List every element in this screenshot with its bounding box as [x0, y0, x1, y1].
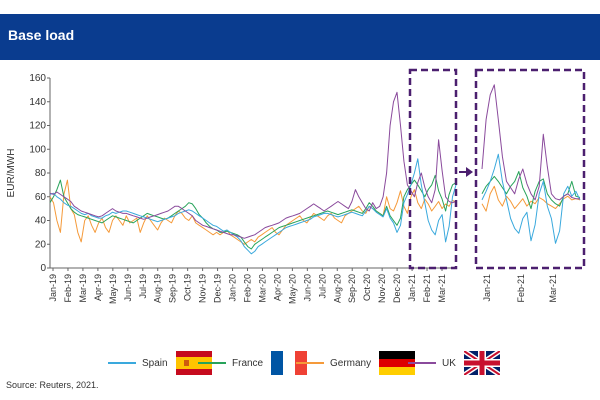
- series-line-uk: [49, 91, 457, 239]
- y-tick-label: 140: [29, 97, 46, 108]
- x-tick-label: Dec-20: [392, 274, 402, 303]
- zoom-box: [474, 68, 586, 270]
- chart: 0 20 40 60 80 100 120 140 160 EUR/MWH Jan-19 Feb-19…: [6, 68, 586, 304]
- x-tick-label: Nov-20: [377, 274, 387, 303]
- spain-flag-icon: [175, 351, 212, 375]
- legend-swatch: [408, 362, 436, 364]
- x-tick-label: Jul-20: [317, 274, 327, 299]
- y-tick-label: 80: [35, 168, 47, 179]
- legend-item-germany: Germany: [296, 350, 416, 376]
- x-tick-label: Jan-19: [48, 274, 58, 302]
- page-title: Base load: [8, 27, 75, 43]
- zoom-x-tick-label: Mar-21: [548, 274, 558, 303]
- x-tick-label: Oct-19: [183, 274, 193, 301]
- legend-label: UK: [442, 357, 456, 369]
- legend-label: Germany: [330, 357, 372, 369]
- x-tick-label: Mar-20: [257, 274, 267, 303]
- x-tick-label: May-19: [108, 274, 118, 304]
- y-tick-label: 40: [35, 216, 47, 227]
- x-tick-label: Dec-19: [213, 274, 223, 303]
- legend-label: Spain: [142, 357, 168, 369]
- uk-flag-icon: [463, 351, 500, 375]
- y-tick-label: 20: [35, 239, 47, 250]
- x-tick-label: Jul-19: [138, 274, 148, 299]
- highlight-box: [408, 68, 458, 270]
- legend-swatch: [108, 362, 136, 364]
- x-tick-label: Apr-20: [272, 274, 282, 301]
- x-tick-label: Sep-20: [347, 274, 357, 303]
- series-line-spain: [49, 158, 457, 255]
- y-axis-label: EUR/MWH: [6, 149, 17, 198]
- x-tick-label: Feb-20: [243, 274, 253, 303]
- legend-label: France: [232, 357, 264, 369]
- y-tick-label: 160: [29, 73, 46, 84]
- legend-swatch: [296, 362, 324, 364]
- x-tick-label: Sep-19: [168, 274, 178, 303]
- x-tick-label: Mar-21: [437, 274, 447, 303]
- x-tick-label: Jun-20: [302, 274, 312, 302]
- zoom-series-line-spain: [481, 153, 581, 244]
- x-tick-label: Jun-19: [123, 274, 133, 302]
- source-note: Source: Reuters, 2021.: [6, 380, 99, 390]
- zoom-x-tick-label: Feb-21: [516, 274, 526, 303]
- x-tick-label: Feb-21: [422, 274, 432, 303]
- x-tick-label: May-20: [287, 274, 297, 304]
- zoom-series-line-uk: [481, 84, 580, 201]
- series-line-germany: [49, 179, 457, 245]
- x-tick-label: Apr-19: [93, 274, 103, 301]
- legend: Spain France Germany UK: [0, 350, 600, 376]
- x-tick-label: Mar-19: [78, 274, 88, 303]
- arrow-head: [466, 167, 473, 177]
- series-line-france: [49, 174, 457, 250]
- x-tick-label: Feb-19: [63, 274, 73, 303]
- x-tick-label: Jan-21: [407, 274, 417, 302]
- y-tick-label: 100: [29, 144, 46, 155]
- x-tick-label: Oct-20: [362, 274, 372, 301]
- legend-swatch: [198, 362, 226, 364]
- y-tick-label: 0: [40, 263, 46, 274]
- x-tick-label: Aug-19: [153, 274, 163, 303]
- y-tick-label: 120: [29, 121, 46, 132]
- y-tick-label: 60: [35, 192, 47, 203]
- legend-item-spain: Spain: [108, 350, 212, 376]
- germany-flag-icon: [379, 351, 416, 375]
- x-tick-label: Nov-19: [198, 274, 208, 303]
- x-tick-label: Aug-20: [332, 274, 342, 303]
- x-tick-label: Jan-20: [228, 274, 238, 302]
- zoom-x-tick-label: Jan-21: [482, 274, 492, 302]
- header-bar: Base load: [0, 14, 600, 60]
- legend-item-france: France: [198, 350, 308, 376]
- zoom-series-line-germany: [481, 185, 581, 212]
- legend-item-uk: UK: [408, 350, 500, 376]
